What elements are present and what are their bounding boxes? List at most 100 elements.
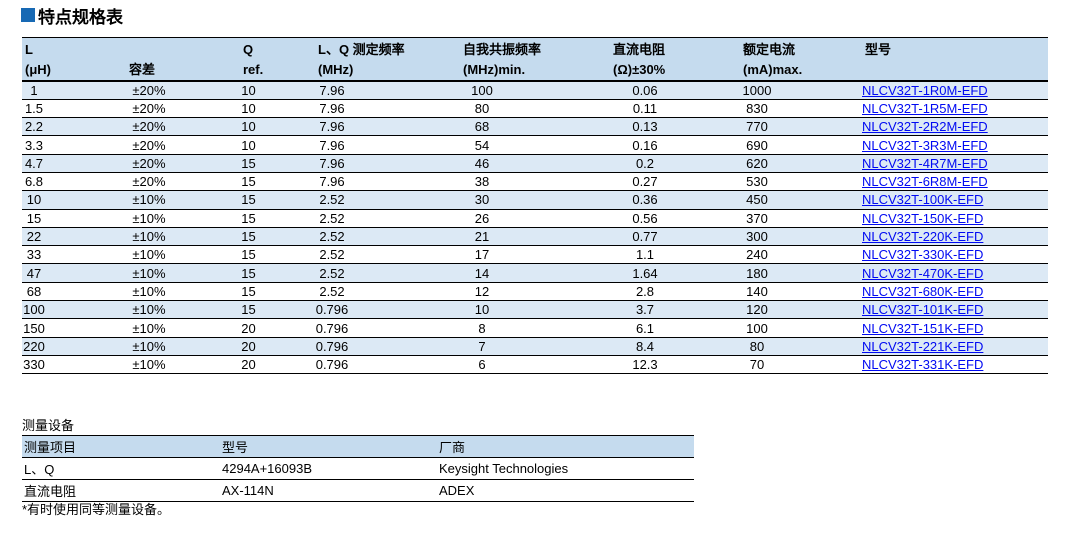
dc-resistance-value: 2.8	[635, 283, 655, 299]
part-number-link[interactable]: NLCV32T-100K-EFD	[862, 192, 984, 208]
srf-value: 30	[474, 192, 490, 208]
srf-value: 68	[474, 119, 490, 135]
table-row: 1.5 ±20% 10 7.96 80 0.11 830 NLCV32T-1R5…	[22, 99, 1048, 119]
table-row: 33 ±10% 15 2.52 17 1.1 240 NLCV32T-330K-…	[22, 245, 1048, 265]
srf-value: 14	[474, 265, 490, 281]
tolerance-value: ±10%	[132, 265, 166, 281]
inductance-value: 22	[26, 229, 42, 245]
dc-resistance-value: 0.13	[632, 119, 658, 135]
dc-resistance-value: 0.77	[632, 229, 658, 245]
rated-current-value: 240	[746, 247, 768, 263]
part-number-link[interactable]: NLCV32T-6R8M-EFD	[862, 174, 988, 190]
inductance-value: 6.8	[24, 174, 44, 190]
inductance-value: 33	[26, 247, 42, 263]
table-row: 100 ±10% 15 0.796 10 3.7 120 NLCV32T-101…	[22, 300, 1048, 320]
tolerance-value: ±20%	[132, 100, 166, 116]
part-number-link[interactable]: NLCV32T-151K-EFD	[862, 320, 984, 336]
part-number-link[interactable]: NLCV32T-2R2M-EFD	[862, 119, 988, 135]
part-number-link[interactable]: NLCV32T-4R7M-EFD	[862, 155, 988, 171]
inductance-value: 68	[26, 283, 42, 299]
rated-current-value: 140	[746, 283, 768, 299]
inductance-value: 150	[23, 320, 45, 336]
part-number-link[interactable]: NLCV32T-150K-EFD	[862, 210, 984, 226]
table-row: 68 ±10% 15 2.52 12 2.8 140 NLCV32T-680K-…	[22, 282, 1048, 302]
srf-value: 8	[478, 320, 486, 336]
q-ref-value: 10	[241, 100, 256, 116]
rated-current-value: 80	[749, 338, 765, 354]
test-frequency-value: 0.796	[315, 320, 349, 336]
q-ref-value: 15	[241, 174, 256, 190]
q-ref-value: 20	[241, 320, 256, 336]
section-marker-icon	[21, 8, 35, 22]
col-header-dc-resistance: 直流电阻 (Ω)±30%	[610, 37, 740, 82]
part-number-link[interactable]: NLCV32T-331K-EFD	[862, 357, 984, 373]
dc-resistance-value: 12.3	[632, 357, 658, 373]
inductance-value: 100	[23, 302, 45, 318]
dc-resistance-value: 0.27	[632, 174, 658, 190]
tolerance-value: ±10%	[132, 283, 166, 299]
test-frequency-value: 0.796	[315, 338, 349, 354]
equipment-row: L、Q 4294A+16093B Keysight Technologies	[22, 457, 694, 480]
q-ref-value: 20	[241, 338, 256, 354]
equipment-table: 测量项目 型号 厂商 L、Q 4294A+16093B Keysight Tec…	[22, 435, 694, 502]
test-frequency-value: 2.52	[319, 247, 345, 263]
q-ref-value: 15	[241, 247, 256, 263]
table-row: 220 ±10% 20 0.796 7 8.4 80 NLCV32T-221K-…	[22, 337, 1048, 356]
dc-resistance-value: 0.16	[632, 137, 658, 153]
inductance-value: 47	[26, 265, 42, 281]
table-row: 4.7 ±20% 15 7.96 46 0.2 620 NLCV32T-4R7M…	[22, 154, 1048, 173]
spec-table: L (μH) 容差 Q ref. L、Q 测定频率 (MHz) 自我共振频率	[22, 37, 1048, 375]
dc-resistance-value: 1.64	[632, 265, 658, 281]
dc-resistance-value: 8.4	[635, 338, 655, 354]
part-number-link[interactable]: NLCV32T-680K-EFD	[862, 283, 984, 299]
part-number-link[interactable]: NLCV32T-3R3M-EFD	[862, 137, 988, 153]
tolerance-value: ±10%	[132, 357, 166, 373]
col-header-part-number: 型号	[862, 37, 1048, 82]
rated-current-value: 370	[746, 210, 768, 226]
rated-current-value: 120	[746, 302, 768, 318]
dc-resistance-value: 0.11	[632, 100, 658, 116]
col-header-q: Q ref.	[240, 37, 315, 82]
equipment-row: 直流电阻 AX-114N ADEX	[22, 479, 694, 502]
tolerance-value: ±20%	[132, 119, 166, 135]
spec-header-row: L (μH) 容差 Q ref. L、Q 测定频率 (MHz) 自我共振频率	[22, 37, 1048, 82]
rated-current-value: 830	[746, 100, 768, 116]
srf-value: 7	[478, 338, 486, 354]
table-row: 150 ±10% 20 0.796 8 6.1 100 NLCV32T-151K…	[22, 318, 1048, 338]
tolerance-value: ±10%	[132, 247, 166, 263]
equipment-table-body: L、Q 4294A+16093B Keysight Technologies 直…	[22, 457, 694, 502]
rated-current-value: 690	[746, 137, 768, 153]
srf-value: 46	[474, 155, 490, 171]
rated-current-value: 70	[749, 357, 765, 373]
q-ref-value: 15	[241, 265, 256, 281]
equipment-maker-value: Keysight Technologies	[437, 457, 694, 480]
dc-resistance-value: 6.1	[635, 320, 655, 336]
q-ref-value: 15	[241, 283, 256, 299]
spec-table-body: 1 ±20% 10 7.96 100 0.06 1000 NLCV32T-1R0…	[22, 81, 1048, 375]
part-number-link[interactable]: NLCV32T-1R5M-EFD	[862, 100, 988, 116]
section-title: 特点规格表	[21, 4, 123, 27]
table-row: 22 ±10% 15 2.52 21 0.77 300 NLCV32T-220K…	[22, 227, 1048, 247]
footnote: *有时使用同等测量设备。	[22, 502, 171, 517]
part-number-link[interactable]: NLCV32T-101K-EFD	[862, 302, 984, 318]
tolerance-value: ±10%	[132, 210, 166, 226]
part-number-link[interactable]: NLCV32T-1R0M-EFD	[862, 82, 988, 98]
q-ref-value: 15	[241, 155, 256, 171]
part-number-link[interactable]: NLCV32T-330K-EFD	[862, 247, 984, 263]
equipment-maker-value: ADEX	[437, 479, 694, 502]
part-number-link[interactable]: NLCV32T-221K-EFD	[862, 338, 984, 354]
part-number-link[interactable]: NLCV32T-220K-EFD	[862, 229, 984, 245]
srf-value: 100	[471, 82, 493, 98]
q-ref-value: 10	[241, 119, 256, 135]
test-frequency-value: 2.52	[319, 210, 345, 226]
table-row: 47 ±10% 15 2.52 14 1.64 180 NLCV32T-470K…	[22, 263, 1048, 283]
dc-resistance-value: 0.06	[632, 82, 658, 98]
inductance-value: 330	[23, 357, 45, 373]
col-header-model: 型号	[220, 435, 437, 458]
dc-resistance-value: 3.7	[635, 302, 655, 318]
part-number-link[interactable]: NLCV32T-470K-EFD	[862, 265, 984, 281]
equipment-section-title: 测量设备	[22, 418, 75, 433]
equipment-header-row: 测量项目 型号 厂商	[22, 435, 694, 458]
test-frequency-value: 7.96	[319, 155, 345, 171]
